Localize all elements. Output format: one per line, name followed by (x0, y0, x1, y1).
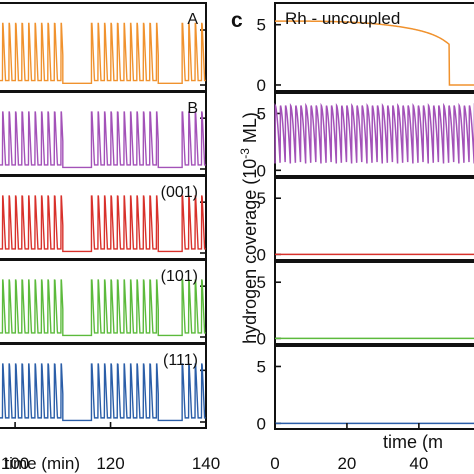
y-tick-label: 5 (257, 104, 266, 123)
left-figure: A B (001) (101) (111) 100 120 140 time (min) (0, 2, 220, 473)
left-panel-2: B (0, 91, 207, 176)
y-tick-label: 0 (257, 329, 266, 348)
panel-label: A (187, 11, 198, 28)
x-tick-label: 40 (409, 454, 428, 473)
x-tick-label: 140 (192, 454, 220, 473)
left-panel-1: A (0, 2, 207, 92)
series-line (274, 102, 474, 164)
panel-label: Rh - uncoupled (285, 9, 400, 28)
x-tick-label: 20 (337, 454, 356, 473)
y-title-main: hydrogen coverage (10 (240, 159, 260, 344)
x-tick-label: 0 (270, 454, 279, 473)
x-axis-title: time (m (383, 432, 443, 452)
panel-frame (274, 177, 474, 261)
left-x-axis: 100 120 140 time (min) (1, 422, 220, 473)
left-panel-4: (101) (0, 259, 207, 344)
y-tick-label: 0 (257, 245, 266, 264)
panel-letter: c (231, 9, 243, 32)
y-tick-label: 0 (257, 414, 266, 433)
y-title-sup: -3 (238, 148, 252, 159)
y-axis-title: hydrogen coverage (10-3 ML) (238, 112, 260, 344)
right-panel-4: 05 (257, 261, 474, 348)
series-line (275, 20, 474, 86)
y-tick-label: 5 (257, 189, 266, 208)
y-tick-label: 5 (257, 357, 266, 376)
y-title-tail: ML) (240, 112, 260, 148)
panel-frame (0, 343, 207, 429)
left-panel-5: (111) (0, 343, 207, 429)
panel-label: (101) (161, 268, 198, 285)
y-tick-label: 5 (257, 16, 266, 35)
panel-label: (001) (161, 184, 198, 201)
panel-frame (274, 2, 474, 92)
right-panel-1: 0 5 Rh - uncoupled (257, 2, 474, 95)
panel-frame (274, 345, 474, 430)
series-line (0, 195, 206, 253)
left-panel-3: (001) (0, 175, 207, 260)
x-tick-label: 100 (1, 454, 29, 473)
right-panel-3: 05 (257, 177, 474, 264)
series-line (0, 111, 206, 169)
y-tick-label: 0 (257, 161, 266, 180)
y-tick-label: 0 (257, 76, 266, 95)
right-panel-2: 05 (257, 92, 474, 180)
right-x-axis: 0 20 40 time (m (270, 423, 443, 473)
series-line (0, 279, 206, 337)
panel-label: B (187, 100, 198, 117)
y-tick-label: 5 (257, 273, 266, 292)
panel-frame (274, 261, 474, 345)
panel-label: (111) (163, 352, 198, 369)
right-panel-5: 05 (257, 345, 474, 433)
series-line (0, 22, 206, 85)
x-tick-label: 120 (96, 454, 124, 473)
series-line (0, 363, 206, 422)
x-axis-title: time (min) (4, 454, 80, 473)
